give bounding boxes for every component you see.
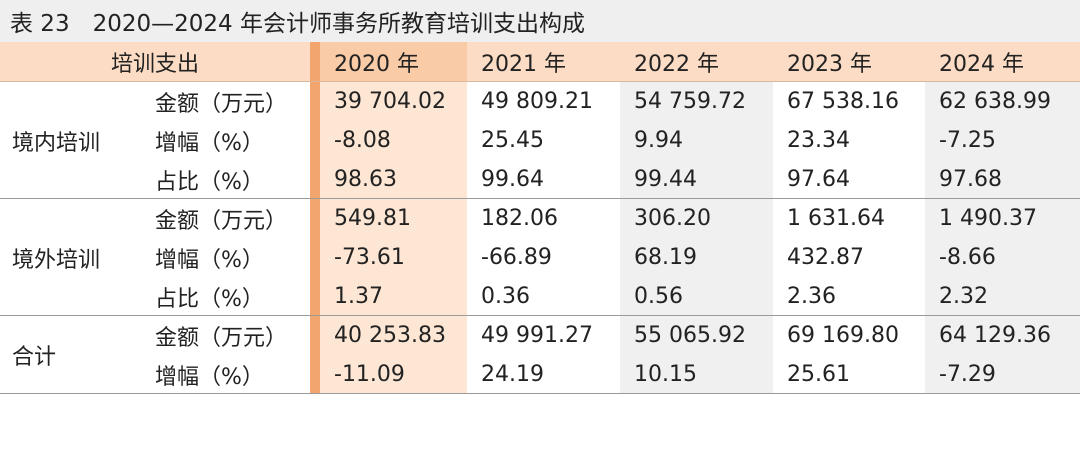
cell: 39 704.02 bbox=[334, 89, 446, 114]
column-band bbox=[320, 82, 467, 394]
cell: 432.87 bbox=[787, 245, 864, 270]
column-header: 2023 年 bbox=[787, 52, 872, 77]
cell: 68.19 bbox=[634, 245, 697, 270]
cell: -11.09 bbox=[334, 362, 405, 387]
cell: 64 129.36 bbox=[939, 323, 1051, 348]
title-bar: 表 23 2020—2024 年会计师事务所教育培训支出构成 bbox=[0, 0, 1080, 42]
cell: -8.66 bbox=[939, 245, 996, 270]
cell: 1 490.37 bbox=[939, 206, 1037, 231]
cell: 98.63 bbox=[334, 167, 397, 192]
group-label: 境外培训 bbox=[12, 247, 101, 273]
cell: -8.08 bbox=[334, 128, 391, 153]
cell: 0.56 bbox=[634, 284, 683, 309]
row-label: 占比（%） bbox=[155, 169, 264, 195]
row-label: 金额（万元） bbox=[155, 91, 288, 117]
header-border bbox=[0, 81, 1080, 82]
cell: 23.34 bbox=[787, 128, 850, 153]
column-band bbox=[620, 82, 773, 394]
cell: 306.20 bbox=[634, 206, 711, 231]
column-header: 2022 年 bbox=[634, 52, 719, 77]
row-label: 金额（万元） bbox=[155, 208, 288, 234]
cell: 49 809.21 bbox=[481, 89, 593, 114]
cell: 10.15 bbox=[634, 362, 697, 387]
cell: 40 253.83 bbox=[334, 323, 446, 348]
column-band bbox=[925, 82, 1080, 394]
row-label: 增幅（%） bbox=[155, 247, 264, 273]
cell: -7.25 bbox=[939, 128, 996, 153]
cell: 97.68 bbox=[939, 167, 1002, 192]
accent-bar bbox=[310, 42, 320, 394]
cell: 69 169.80 bbox=[787, 323, 899, 348]
cell: 9.94 bbox=[634, 128, 683, 153]
group-label: 合计 bbox=[12, 345, 57, 370]
cell: 2.36 bbox=[787, 284, 836, 309]
column-header: 2024 年 bbox=[939, 52, 1024, 77]
corner-header: 培训支出 bbox=[110, 52, 199, 77]
group-label: 境内培训 bbox=[12, 130, 101, 156]
row-label: 金额（万元） bbox=[155, 325, 288, 351]
cell: 54 759.72 bbox=[634, 89, 746, 114]
cell: 1.37 bbox=[334, 284, 383, 309]
cell: 62 638.99 bbox=[939, 89, 1051, 114]
cell: 25.45 bbox=[481, 128, 544, 153]
cell: 99.44 bbox=[634, 167, 697, 192]
cell: 0.36 bbox=[481, 284, 530, 309]
cell: 99.64 bbox=[481, 167, 544, 192]
header-row bbox=[0, 42, 1080, 82]
row-label: 占比（%） bbox=[155, 286, 264, 312]
cell: 67 538.16 bbox=[787, 89, 899, 114]
cell: 182.06 bbox=[481, 206, 558, 231]
cell: 25.61 bbox=[787, 362, 850, 387]
cell: 549.81 bbox=[334, 206, 411, 231]
cell: 24.19 bbox=[481, 362, 544, 387]
row-label: 增幅（%） bbox=[155, 130, 264, 156]
cell: -73.61 bbox=[334, 245, 405, 270]
cell: 97.64 bbox=[787, 167, 850, 192]
column-header: 2020 年 bbox=[320, 42, 467, 82]
cell: -66.89 bbox=[481, 245, 552, 270]
cell: 2.32 bbox=[939, 284, 988, 309]
cell: -7.29 bbox=[939, 362, 996, 387]
column-header: 2021 年 bbox=[481, 52, 566, 77]
group-border bbox=[0, 393, 1080, 394]
group-border bbox=[0, 315, 1080, 316]
group-border bbox=[0, 198, 1080, 199]
cell: 1 631.64 bbox=[787, 206, 885, 231]
cell: 55 065.92 bbox=[634, 323, 746, 348]
row-label: 增幅（%） bbox=[155, 364, 264, 390]
cell: 49 991.27 bbox=[481, 323, 593, 348]
